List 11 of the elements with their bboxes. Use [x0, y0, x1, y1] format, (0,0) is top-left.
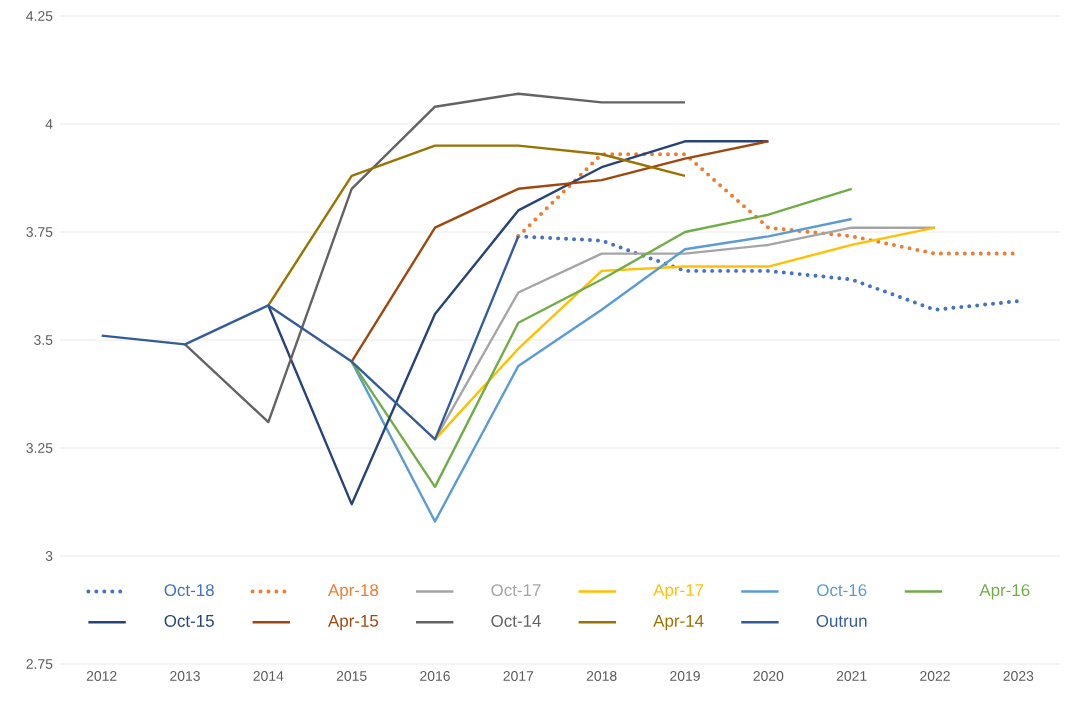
legend-label: Oct-16 [817, 584, 867, 597]
legend-label: Oct-14 [491, 614, 541, 627]
legend-label: Apr-18 [328, 584, 379, 600]
legend-label: Oct-18 [164, 584, 214, 597]
legend-label: Apr-14 [653, 614, 704, 631]
legend-label: Apr-17 [653, 584, 704, 600]
legend-label: Apr-15 [328, 614, 379, 631]
legend-label: Outrun [816, 614, 867, 627]
legend-label: Oct-15 [164, 614, 214, 627]
legend-label: Oct-17 [491, 584, 541, 597]
legend-label: Apr-16 [979, 584, 1030, 600]
